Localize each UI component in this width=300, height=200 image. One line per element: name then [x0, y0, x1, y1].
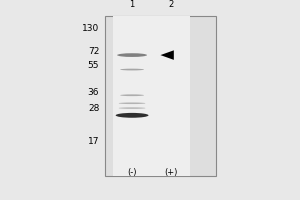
- Ellipse shape: [120, 94, 144, 96]
- Bar: [105, 16, 216, 176]
- Text: 36: 36: [88, 88, 99, 97]
- Ellipse shape: [118, 107, 146, 109]
- Bar: [113, 16, 152, 176]
- Text: (-): (-): [127, 168, 137, 177]
- Text: 17: 17: [88, 137, 99, 146]
- Ellipse shape: [118, 102, 146, 104]
- Text: 2: 2: [168, 0, 173, 9]
- Ellipse shape: [120, 69, 144, 70]
- Text: 1: 1: [130, 0, 135, 9]
- Text: (+): (+): [164, 168, 178, 177]
- Text: 55: 55: [88, 61, 99, 70]
- Bar: [152, 16, 190, 176]
- Text: 130: 130: [82, 24, 99, 33]
- Ellipse shape: [116, 113, 148, 118]
- Polygon shape: [160, 50, 174, 60]
- Text: 72: 72: [88, 47, 99, 56]
- Text: 28: 28: [88, 104, 99, 113]
- Ellipse shape: [117, 53, 147, 57]
